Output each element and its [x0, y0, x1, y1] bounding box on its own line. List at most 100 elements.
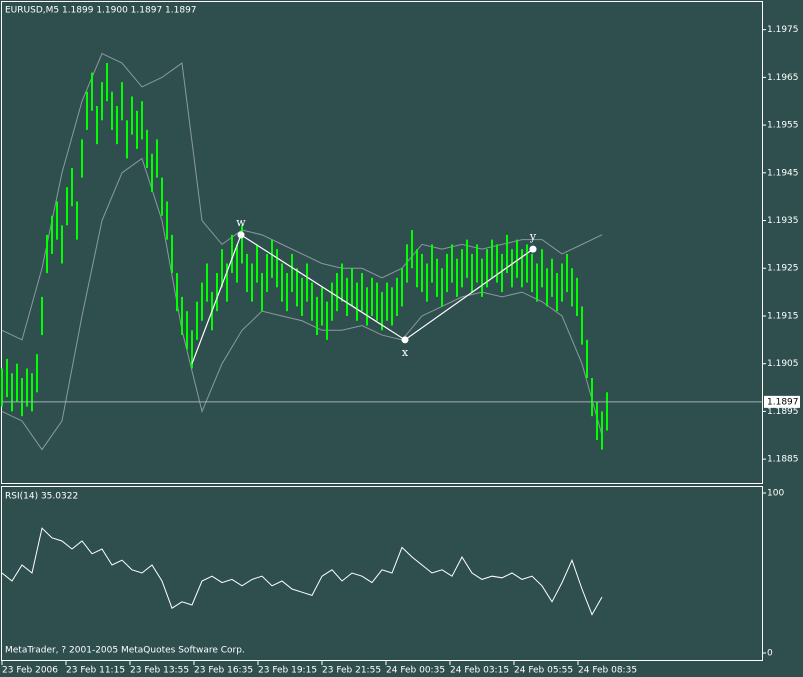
price-bar	[66, 187, 68, 226]
zigzag-point	[529, 245, 537, 253]
price-bar	[266, 253, 268, 293]
x-tick-label: 24 Feb 03:15	[450, 666, 509, 676]
rsi-panel	[1, 486, 763, 661]
price-bar	[296, 268, 298, 307]
price-bar	[106, 63, 108, 102]
y-tick-label: 1.1965	[767, 73, 799, 83]
x-tick-label: 24 Feb 05:55	[514, 666, 573, 676]
price-bar	[21, 378, 23, 417]
y-tick-label: 1.1925	[767, 264, 799, 274]
price-bar	[571, 268, 573, 307]
price-bar	[426, 263, 428, 302]
price-bar	[286, 273, 288, 312]
price-bar	[471, 253, 473, 293]
price-bar	[476, 244, 478, 283]
chart-title: EURUSD,M5 1.1899 1.1900 1.1897 1.1897	[5, 6, 197, 16]
price-bar	[91, 72, 93, 111]
price-bar	[256, 244, 258, 283]
price-bar	[486, 249, 488, 288]
price-bar	[81, 139, 83, 178]
price-bar	[231, 234, 233, 274]
rsi-title: RSI(14) 35.0322	[5, 492, 78, 502]
price-bar	[71, 168, 73, 207]
price-bar	[466, 239, 468, 278]
bollinger-band	[1, 52, 603, 341]
price-bar	[461, 249, 463, 288]
price-bar	[356, 282, 358, 321]
price-bar	[56, 201, 58, 240]
price-bar	[311, 282, 313, 321]
price-bar	[116, 105, 118, 145]
price-bar	[436, 258, 438, 297]
y-tick-label: 1.1915	[767, 311, 799, 321]
price-bar	[381, 292, 383, 331]
x-tick-label: 23 Feb 21:55	[322, 666, 381, 676]
y-tick-label: 1.1895	[767, 407, 799, 417]
price-bar	[581, 306, 583, 345]
price-bar	[586, 339, 588, 379]
price-bar	[171, 234, 173, 274]
price-bar	[441, 268, 443, 307]
price-bar	[241, 225, 243, 264]
price-bar	[481, 258, 483, 297]
price-bar	[201, 282, 203, 321]
zigzag-label: w	[236, 216, 246, 229]
price-bar	[431, 244, 433, 283]
last-price-label: 1.1897	[767, 397, 799, 407]
price-bar	[156, 139, 158, 178]
price-bar	[101, 82, 103, 121]
price-bar	[41, 296, 43, 336]
price-bar	[406, 244, 408, 283]
price-bar	[341, 263, 343, 302]
zigzag-point	[237, 231, 245, 239]
price-bar	[136, 110, 138, 149]
zigzag-point	[401, 336, 409, 344]
price-bar	[251, 263, 253, 302]
price-bar	[206, 263, 208, 302]
price-bar	[551, 258, 553, 297]
price-bar	[596, 401, 598, 441]
price-bar	[371, 277, 373, 316]
price-bar	[456, 258, 458, 297]
price-bar	[151, 153, 153, 192]
zigzag-line	[191, 233, 534, 364]
price-bar	[546, 268, 548, 307]
price-bar	[196, 301, 198, 340]
price-bar	[591, 378, 593, 417]
price-bar	[501, 253, 503, 293]
y-tick-label: 1.1975	[767, 25, 799, 35]
x-tick-label: 23 Feb 19:15	[258, 666, 317, 676]
last-price-box	[764, 395, 800, 408]
price-bar	[401, 268, 403, 307]
price-bar	[46, 234, 48, 274]
price-bar	[511, 249, 513, 288]
price-bar	[141, 101, 143, 140]
price-bar	[161, 177, 163, 216]
price-bar	[446, 253, 448, 293]
price-bar	[416, 249, 418, 288]
price-bar	[6, 358, 8, 398]
footer: MetaTrader, ? 2001-2005 MetaQuotes Softw…	[5, 646, 245, 656]
price-bar	[191, 330, 193, 369]
price-bar	[131, 96, 133, 135]
y-tick-label: 100	[767, 489, 784, 499]
price-bar	[316, 296, 318, 336]
price-bar	[576, 277, 578, 316]
price-bar	[521, 249, 523, 288]
y-tick-label: 1.1905	[767, 359, 799, 369]
price-bar	[176, 273, 178, 312]
price-bar	[51, 215, 53, 254]
price-bar	[16, 363, 18, 402]
price-bar	[506, 234, 508, 274]
price-bar	[601, 411, 603, 450]
price-bar	[331, 282, 333, 321]
price-bar	[181, 296, 183, 336]
price-bar	[361, 273, 363, 312]
price-bar	[301, 277, 303, 316]
x-tick-label: 23 Feb 13:55	[130, 666, 189, 676]
zigzag-label: y	[529, 230, 537, 243]
y-tick-label: 0	[767, 649, 773, 659]
price-bar	[531, 253, 533, 293]
price-bar	[541, 249, 543, 288]
